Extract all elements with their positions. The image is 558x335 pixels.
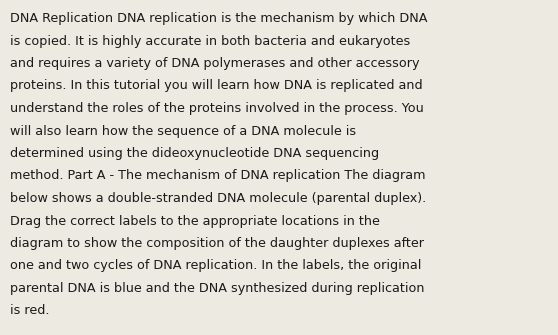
Text: is red.: is red. — [10, 305, 50, 318]
Text: below shows a double-stranded DNA molecule (parental duplex).: below shows a double-stranded DNA molecu… — [10, 192, 426, 205]
Text: method. Part A - The mechanism of DNA replication The diagram: method. Part A - The mechanism of DNA re… — [10, 170, 426, 183]
Text: one and two cycles of DNA replication. In the labels, the original: one and two cycles of DNA replication. I… — [10, 260, 421, 272]
Text: will also learn how the sequence of a DNA molecule is: will also learn how the sequence of a DN… — [10, 125, 356, 137]
Text: determined using the dideoxynucleotide DNA sequencing: determined using the dideoxynucleotide D… — [10, 147, 379, 160]
Text: DNA Replication DNA replication is the mechanism by which DNA: DNA Replication DNA replication is the m… — [10, 12, 427, 25]
Text: parental DNA is blue and the DNA synthesized during replication: parental DNA is blue and the DNA synthes… — [10, 282, 425, 295]
Text: is copied. It is highly accurate in both bacteria and eukaryotes: is copied. It is highly accurate in both… — [10, 35, 410, 48]
Text: diagram to show the composition of the daughter duplexes after: diagram to show the composition of the d… — [10, 237, 424, 250]
Text: and requires a variety of DNA polymerases and other accessory: and requires a variety of DNA polymerase… — [10, 57, 420, 70]
Text: proteins. In this tutorial you will learn how DNA is replicated and: proteins. In this tutorial you will lear… — [10, 79, 422, 92]
Text: understand the roles of the proteins involved in the process. You: understand the roles of the proteins inv… — [10, 102, 424, 115]
Text: Drag the correct labels to the appropriate locations in the: Drag the correct labels to the appropria… — [10, 214, 380, 227]
